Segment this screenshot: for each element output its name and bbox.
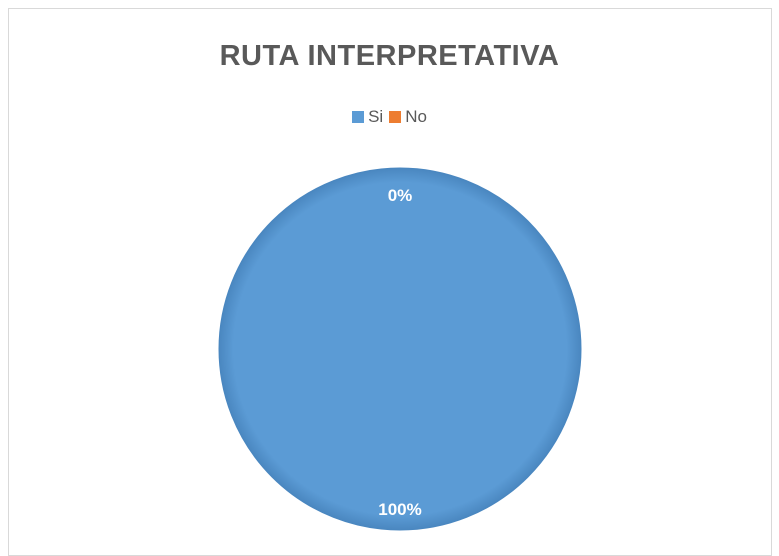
data-label-no: 0%: [388, 186, 413, 205]
pie-slices: [218, 167, 582, 531]
legend-item-si: Si: [352, 107, 383, 127]
chart-title: RUTA INTERPRETATIVA: [219, 40, 560, 72]
legend-swatch-si: [352, 111, 365, 123]
legend-swatch-no: [389, 111, 402, 123]
legend-label-si: Si: [368, 107, 384, 126]
legend-item-no: No: [389, 107, 427, 127]
legend-label-no: No: [405, 107, 427, 126]
pie-slice-si: [218, 167, 582, 531]
chart-legend: Si No: [0, 107, 779, 127]
data-label-si: 100%: [378, 500, 421, 519]
